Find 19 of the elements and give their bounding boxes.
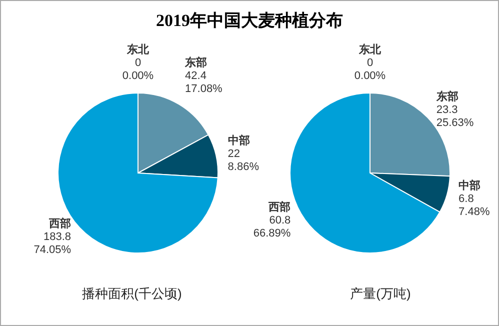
text: 产量(万吨)	[349, 285, 412, 303]
data-label: 60.8 66.89%	[253, 214, 291, 240]
category-label: 东北	[127, 44, 149, 56]
data-label: 23.3 25.63%	[436, 104, 474, 130]
slice-label: 东部	[435, 90, 458, 104]
text: 0 0.00%	[122, 57, 154, 82]
slice-label: 中部	[458, 178, 481, 192]
data-label: 6.8 7.48%	[458, 192, 490, 218]
data-label: 183.8 74.05%	[34, 231, 72, 256]
slice-label: 西部	[268, 200, 291, 214]
slice-label: 西部	[48, 217, 72, 230]
slice-label: 东部	[184, 56, 208, 69]
category-label: 东北	[359, 44, 381, 56]
text: 播种面积(千公顷)	[81, 285, 183, 303]
text: 0 0.00%	[354, 57, 386, 82]
slice-label: 中部	[228, 134, 250, 147]
data-label: 22 8.86%	[228, 148, 260, 173]
data-label: 42.4 17.08%	[185, 70, 223, 95]
chart-title: 2019年中国大麦种植分布	[155, 10, 344, 31]
